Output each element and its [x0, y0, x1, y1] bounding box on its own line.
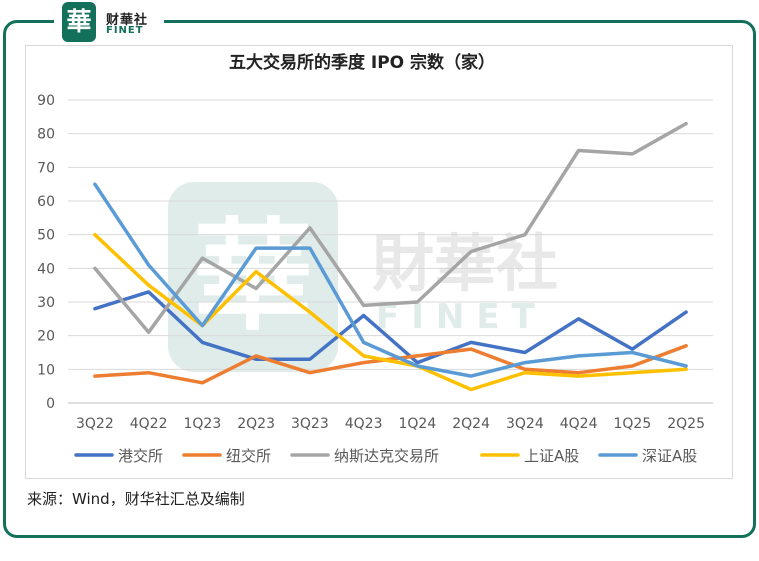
x-tick-label: 4Q24: [560, 416, 598, 432]
legend-label: 港交所: [118, 447, 163, 465]
x-tick-label: 3Q23: [291, 416, 329, 432]
y-tick-label: 60: [37, 194, 55, 210]
legend-label: 上证A股: [524, 447, 579, 465]
series-line: [93, 182, 688, 378]
x-tick-label: 4Q22: [130, 416, 168, 432]
y-axis-ticks: 0 10 20 30 40 50 60 70 80 90: [37, 93, 55, 412]
x-tick-label: 1Q24: [399, 416, 437, 432]
series-line: [93, 232, 688, 392]
watermark-name-cn: 財華社: [372, 227, 558, 300]
x-tick-label: 4Q23: [345, 416, 383, 432]
y-tick-label: 50: [37, 228, 55, 244]
watermark-mark: 華: [193, 208, 313, 347]
x-tick-label: 1Q25: [614, 416, 652, 432]
series-lines: [93, 121, 688, 392]
x-tick-label: 2Q23: [237, 416, 275, 432]
logo-name-en: FINET: [106, 25, 144, 36]
y-tick-label: 10: [37, 362, 55, 378]
x-axis-ticks: 3Q22 4Q22 1Q23 2Q23 3Q23 4Q23 1Q24 2Q24 3Q24 4Q24…: [76, 416, 705, 432]
y-tick-label: 70: [37, 160, 55, 176]
finet-logo-icon: 華: [62, 2, 96, 42]
legend-label: 纳斯达克交易所: [334, 447, 439, 465]
y-tick-label: 20: [37, 329, 55, 345]
chart-title: 五大交易所的季度 IPO 宗数（家）: [229, 52, 495, 73]
logo-name-cn: 财華社: [106, 13, 149, 28]
x-tick-label: 2Q24: [452, 416, 490, 432]
y-tick-label: 40: [37, 261, 55, 277]
legend-label: 深证A股: [642, 447, 697, 465]
series-line: [93, 290, 688, 365]
x-tick-label: 3Q22: [76, 416, 114, 432]
x-tick-label: 3Q24: [506, 416, 544, 432]
chart-frame: [3, 20, 756, 538]
source-note: 来源：Wind，财华社汇总及编制: [27, 490, 245, 508]
y-tick-label: 30: [37, 295, 55, 311]
y-tick-label: 90: [37, 93, 55, 109]
y-tick-label: 0: [46, 396, 55, 412]
legend-label: 纽交所: [226, 447, 271, 465]
x-tick-label: 2Q25: [667, 416, 705, 432]
series-line: [93, 121, 688, 335]
x-tick-label: 1Q23: [184, 416, 222, 432]
y-tick-label: 80: [37, 127, 55, 143]
legend: 港交所 纽交所 纳斯达克交易所 上证A股 深证A股: [74, 447, 697, 465]
chart-area: [25, 45, 733, 479]
